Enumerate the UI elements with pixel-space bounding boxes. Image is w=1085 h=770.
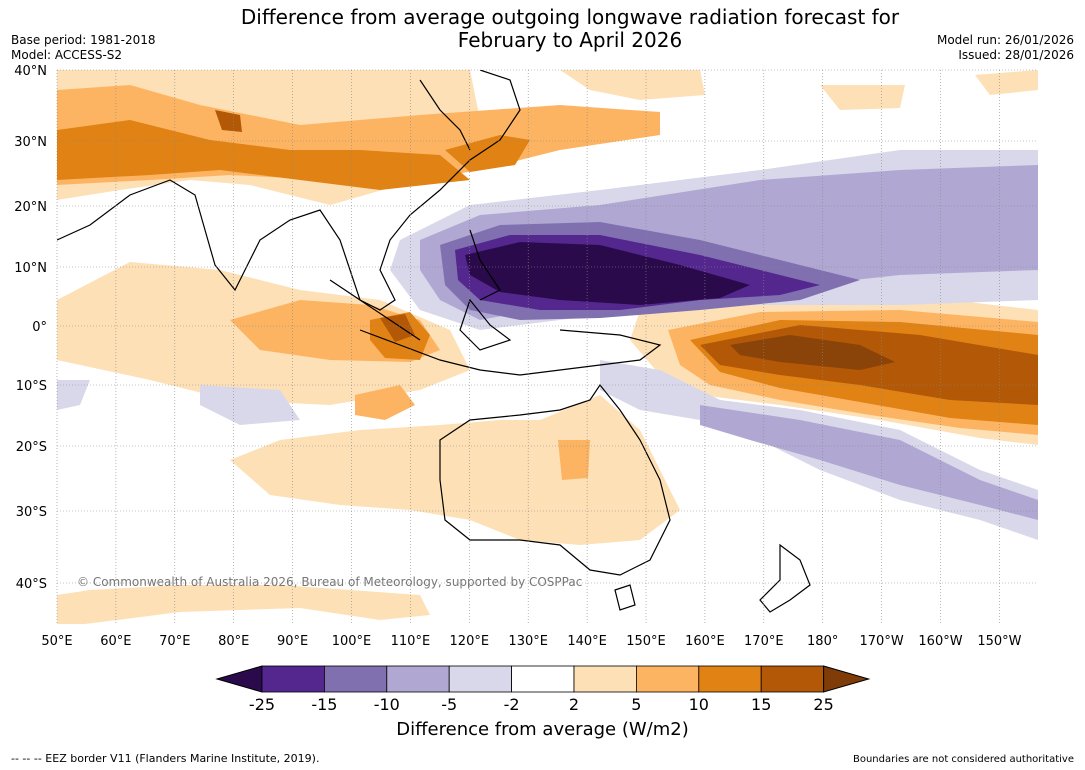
lat-label: 0° bbox=[32, 320, 47, 335]
lat-label: 40°N bbox=[14, 64, 47, 79]
lon-label: 50°E bbox=[41, 634, 72, 649]
base-period: Base period: 1981-2018 bbox=[11, 33, 156, 47]
colorbar-label: Difference from average (W/m2) bbox=[396, 719, 689, 740]
boundary-note: Boundaries are not considered authoritat… bbox=[852, 754, 1074, 765]
lon-label: 150°E bbox=[626, 634, 666, 649]
longitude-labels: 50°E 60°E 70°E 80°E 90°E 100°E 110°E 120°E 130°E… bbox=[41, 634, 1021, 649]
lon-label: 70°E bbox=[159, 634, 190, 649]
model-run: Model run: 26/01/2026 bbox=[936, 33, 1074, 47]
colorbar-swatch bbox=[698, 665, 762, 693]
colorbar-tick: -2 bbox=[504, 695, 520, 714]
lon-label: 170°W bbox=[860, 634, 904, 649]
issued-date: Issued: 28/01/2026 bbox=[958, 48, 1074, 62]
colorbar-tick: 5 bbox=[631, 695, 641, 714]
colorbar-swatch bbox=[636, 665, 700, 693]
lon-label: 60°E bbox=[100, 634, 131, 649]
colorbar-swatch bbox=[511, 665, 575, 693]
title-line-1: Difference from average outgoing longwav… bbox=[240, 5, 900, 29]
colorbar-tick: 15 bbox=[751, 695, 771, 714]
latitude-labels: 40°N 30°N 20°N 10°N 0° 10°S 20°S 30°S 40°S bbox=[14, 64, 47, 592]
lat-label: 10°N bbox=[14, 261, 47, 276]
lon-label: 130°E bbox=[508, 634, 548, 649]
map-field bbox=[57, 70, 1038, 624]
lat-label: 40°S bbox=[16, 577, 47, 592]
colorbar-swatch bbox=[573, 665, 637, 693]
colorbar-tick: -15 bbox=[311, 695, 337, 714]
lon-label: 80°E bbox=[218, 634, 249, 649]
lon-label: 100°E bbox=[332, 634, 372, 649]
colorbar-swatch bbox=[323, 665, 388, 693]
lon-label: 150°W bbox=[977, 634, 1021, 649]
lat-label: 10°S bbox=[16, 379, 47, 394]
colorbar-tick: -25 bbox=[249, 695, 275, 714]
lon-label: 90°E bbox=[277, 634, 308, 649]
lon-label: 140°E bbox=[567, 634, 607, 649]
colorbar-extend-high bbox=[823, 665, 871, 693]
title-line-2: February to April 2026 bbox=[457, 28, 683, 52]
colorbar-extend-low bbox=[215, 665, 263, 693]
colorbar-tick: -10 bbox=[374, 695, 400, 714]
coastlines bbox=[57, 70, 811, 613]
lat-label: 30°N bbox=[14, 135, 47, 150]
lat-label: 20°S bbox=[16, 440, 47, 455]
copyright-notice: © Commonwealth of Australia 2026, Bureau… bbox=[77, 575, 582, 589]
colorbar-tick: 10 bbox=[689, 695, 709, 714]
eez-note: -- -- -- EEZ border V11 (Flanders Marine… bbox=[11, 752, 320, 765]
colorbar-tick: -5 bbox=[441, 695, 457, 714]
colorbar-swatch bbox=[448, 665, 513, 693]
colorbar-tick: 25 bbox=[813, 695, 833, 714]
graticule bbox=[56, 69, 1038, 624]
colorbar-tick: 2 bbox=[569, 695, 579, 714]
lon-label: 160°E bbox=[685, 634, 725, 649]
lat-label: 30°S bbox=[16, 505, 47, 520]
colorbar-swatch bbox=[261, 665, 325, 693]
lon-label: 170°E bbox=[744, 634, 784, 649]
model-name: Model: ACCESS-S2 bbox=[11, 48, 123, 62]
lon-label: 180° bbox=[807, 634, 838, 649]
lon-label: 120°E bbox=[450, 634, 490, 649]
lon-label: 110°E bbox=[391, 634, 431, 649]
lat-label: 20°N bbox=[14, 200, 47, 215]
colorbar-swatch bbox=[386, 665, 450, 693]
colorbar-swatch bbox=[760, 665, 825, 693]
lon-label: 160°W bbox=[918, 634, 962, 649]
